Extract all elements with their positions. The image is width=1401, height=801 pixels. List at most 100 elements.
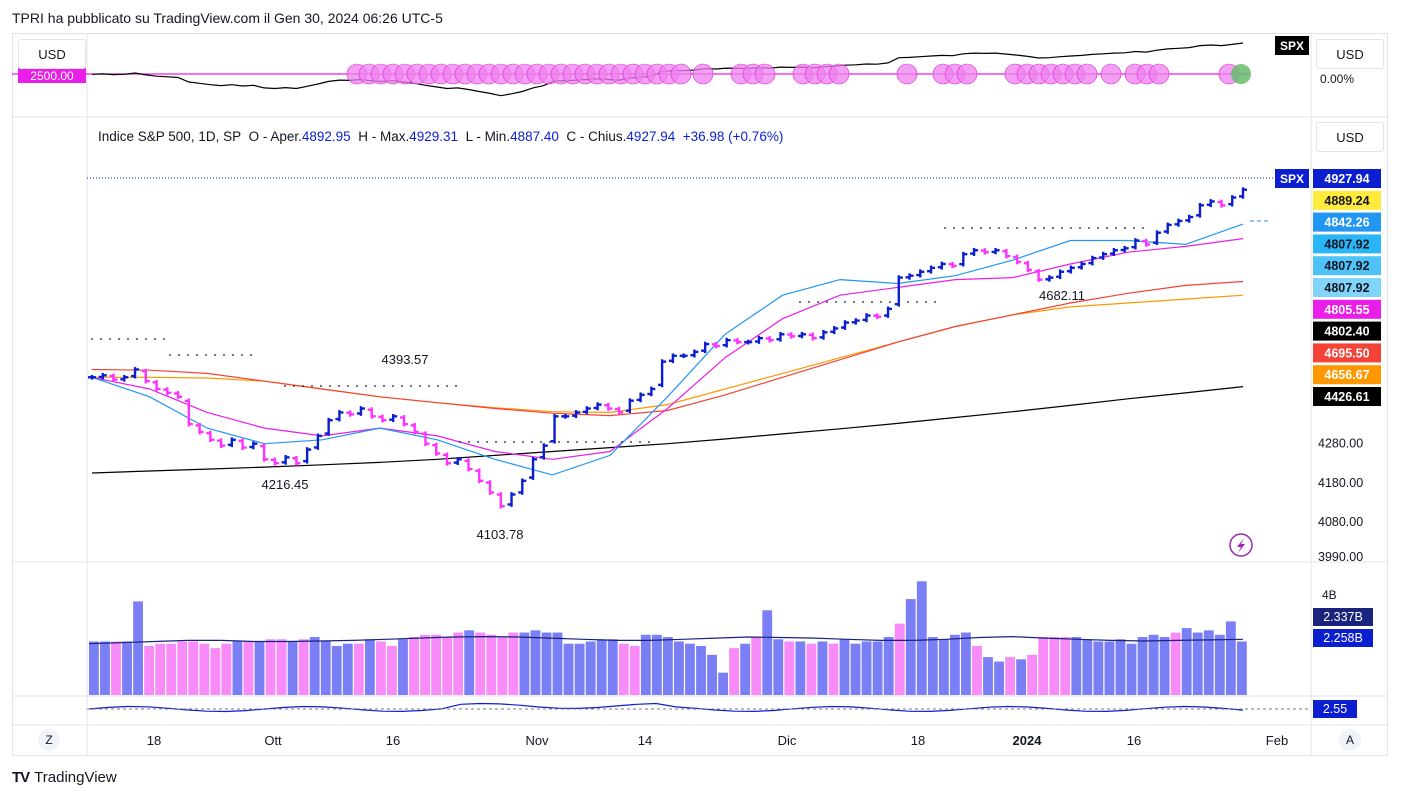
pane-percent-label: 0.00% (1320, 72, 1354, 86)
volume-bar (353, 643, 364, 695)
pivot-dot (468, 441, 470, 443)
ohlc-bar (647, 386, 656, 397)
ohlc-bar (475, 468, 484, 484)
volume-bars (89, 581, 1247, 695)
price-annotations: 4393.57 4216.45 4103.78 4682.11 (262, 288, 1086, 542)
ohlc-bar (991, 247, 1000, 255)
pivot-dot (1007, 227, 1009, 229)
price-tag-label: 4889.24 (1324, 194, 1369, 208)
pane-price-label: 2500.00 (30, 69, 74, 83)
pivot-dot (109, 338, 111, 340)
pivot-dot (338, 385, 340, 387)
price-tag-label: 4426.61 (1324, 390, 1369, 404)
pivot-dot (486, 441, 488, 443)
volume-bar (464, 630, 475, 695)
volume-bar (1104, 641, 1115, 695)
ohlc-bar (1034, 268, 1043, 282)
pivot-dot (880, 301, 882, 303)
lightning-icon[interactable] (1229, 533, 1253, 557)
pivot-dot (187, 354, 189, 356)
pivot-dot (862, 301, 864, 303)
ohlc-bar (174, 391, 183, 400)
price-tag (1313, 321, 1381, 341)
signal-marker (1100, 63, 1122, 85)
price-tag (1313, 212, 1381, 232)
ohlc-bar (561, 413, 570, 419)
top-currency-button[interactable]: USD (1316, 39, 1384, 69)
pivot-dot (205, 354, 207, 356)
pivot-dot (1106, 227, 1108, 229)
pivot-dot (980, 227, 982, 229)
ohlc-bar (937, 261, 946, 270)
pivot-dot (1142, 227, 1144, 229)
x-tick-label: 16 (1127, 733, 1141, 748)
volume-bar (828, 643, 839, 695)
annotation-label: 4682.11 (1039, 288, 1085, 303)
ohlc-bar (432, 442, 441, 456)
annotation-label: 4216.45 (262, 477, 309, 492)
pivot-dot (302, 385, 304, 387)
volume-bar (806, 643, 817, 695)
pane-price-tag (18, 68, 86, 83)
ohlc-bar (346, 410, 355, 417)
pivot-dot (522, 441, 524, 443)
volume-bar (916, 581, 927, 695)
pivot-dot (311, 385, 313, 387)
price-tag (1313, 234, 1381, 254)
volume-bar (232, 641, 243, 695)
ohlc-bar (496, 492, 505, 509)
annotation-label: 4393.57 (382, 352, 429, 367)
volume-bar (596, 639, 607, 695)
pivot-dot (962, 227, 964, 229)
ohlc-bar (1066, 265, 1075, 274)
volume-bar (420, 634, 430, 695)
auto-scale-button[interactable]: A (1339, 729, 1361, 751)
y-tick-label: 4280.00 (1318, 437, 1363, 451)
signal-markers (346, 63, 1251, 85)
price-tag-label: 4807.92 (1324, 237, 1369, 251)
volume-bar (607, 639, 618, 695)
ohlc-bar (862, 313, 871, 323)
ohlc-bar (927, 265, 936, 274)
volume-bar (243, 641, 254, 695)
zoom-button[interactable]: Z (38, 729, 60, 751)
ma-line (91, 280, 1244, 417)
ohlc-bars (88, 187, 1247, 509)
pivot-dot (214, 354, 216, 356)
top-symbol-label: SPX (1280, 39, 1304, 53)
volume-bar (762, 610, 773, 695)
price-tag-label: 4656.67 (1324, 368, 1369, 382)
ohlc-bar (227, 437, 236, 448)
volume-bar (442, 637, 453, 695)
pivot-dot (145, 338, 147, 340)
x-tick-label: 16 (386, 733, 400, 748)
moving-averages (91, 223, 1244, 476)
volume-bar (938, 639, 949, 695)
ohlc-bar (88, 374, 96, 380)
pivot-dot (1016, 227, 1018, 229)
close-label: C - Chius. (566, 129, 627, 144)
pivot-dot (835, 301, 837, 303)
ohlc-bar (1023, 260, 1032, 273)
ohlc-bar (356, 406, 365, 416)
volume-bar (331, 645, 342, 695)
top-left-currency-button[interactable]: USD (18, 39, 86, 69)
pivot-dot (944, 227, 946, 229)
ohlc-bar (131, 367, 140, 379)
volume-bar (221, 643, 232, 695)
volume-bar (100, 641, 110, 695)
ohlc-bar (1152, 230, 1161, 246)
change-value: +36.98 (+0.76%) (682, 129, 784, 144)
ohlc-bar (830, 326, 839, 335)
pivot-dot (1034, 227, 1036, 229)
ohlc-bar (313, 433, 322, 450)
price-tag (1313, 365, 1381, 385)
ohlc-bar (808, 332, 817, 341)
signal-marker-current (1231, 64, 1251, 84)
volume-bar (375, 641, 386, 695)
pivot-dot (196, 354, 198, 356)
ohlc-bar (238, 438, 247, 450)
volume-bar (1214, 634, 1225, 695)
main-currency-button[interactable]: USD (1316, 122, 1384, 152)
